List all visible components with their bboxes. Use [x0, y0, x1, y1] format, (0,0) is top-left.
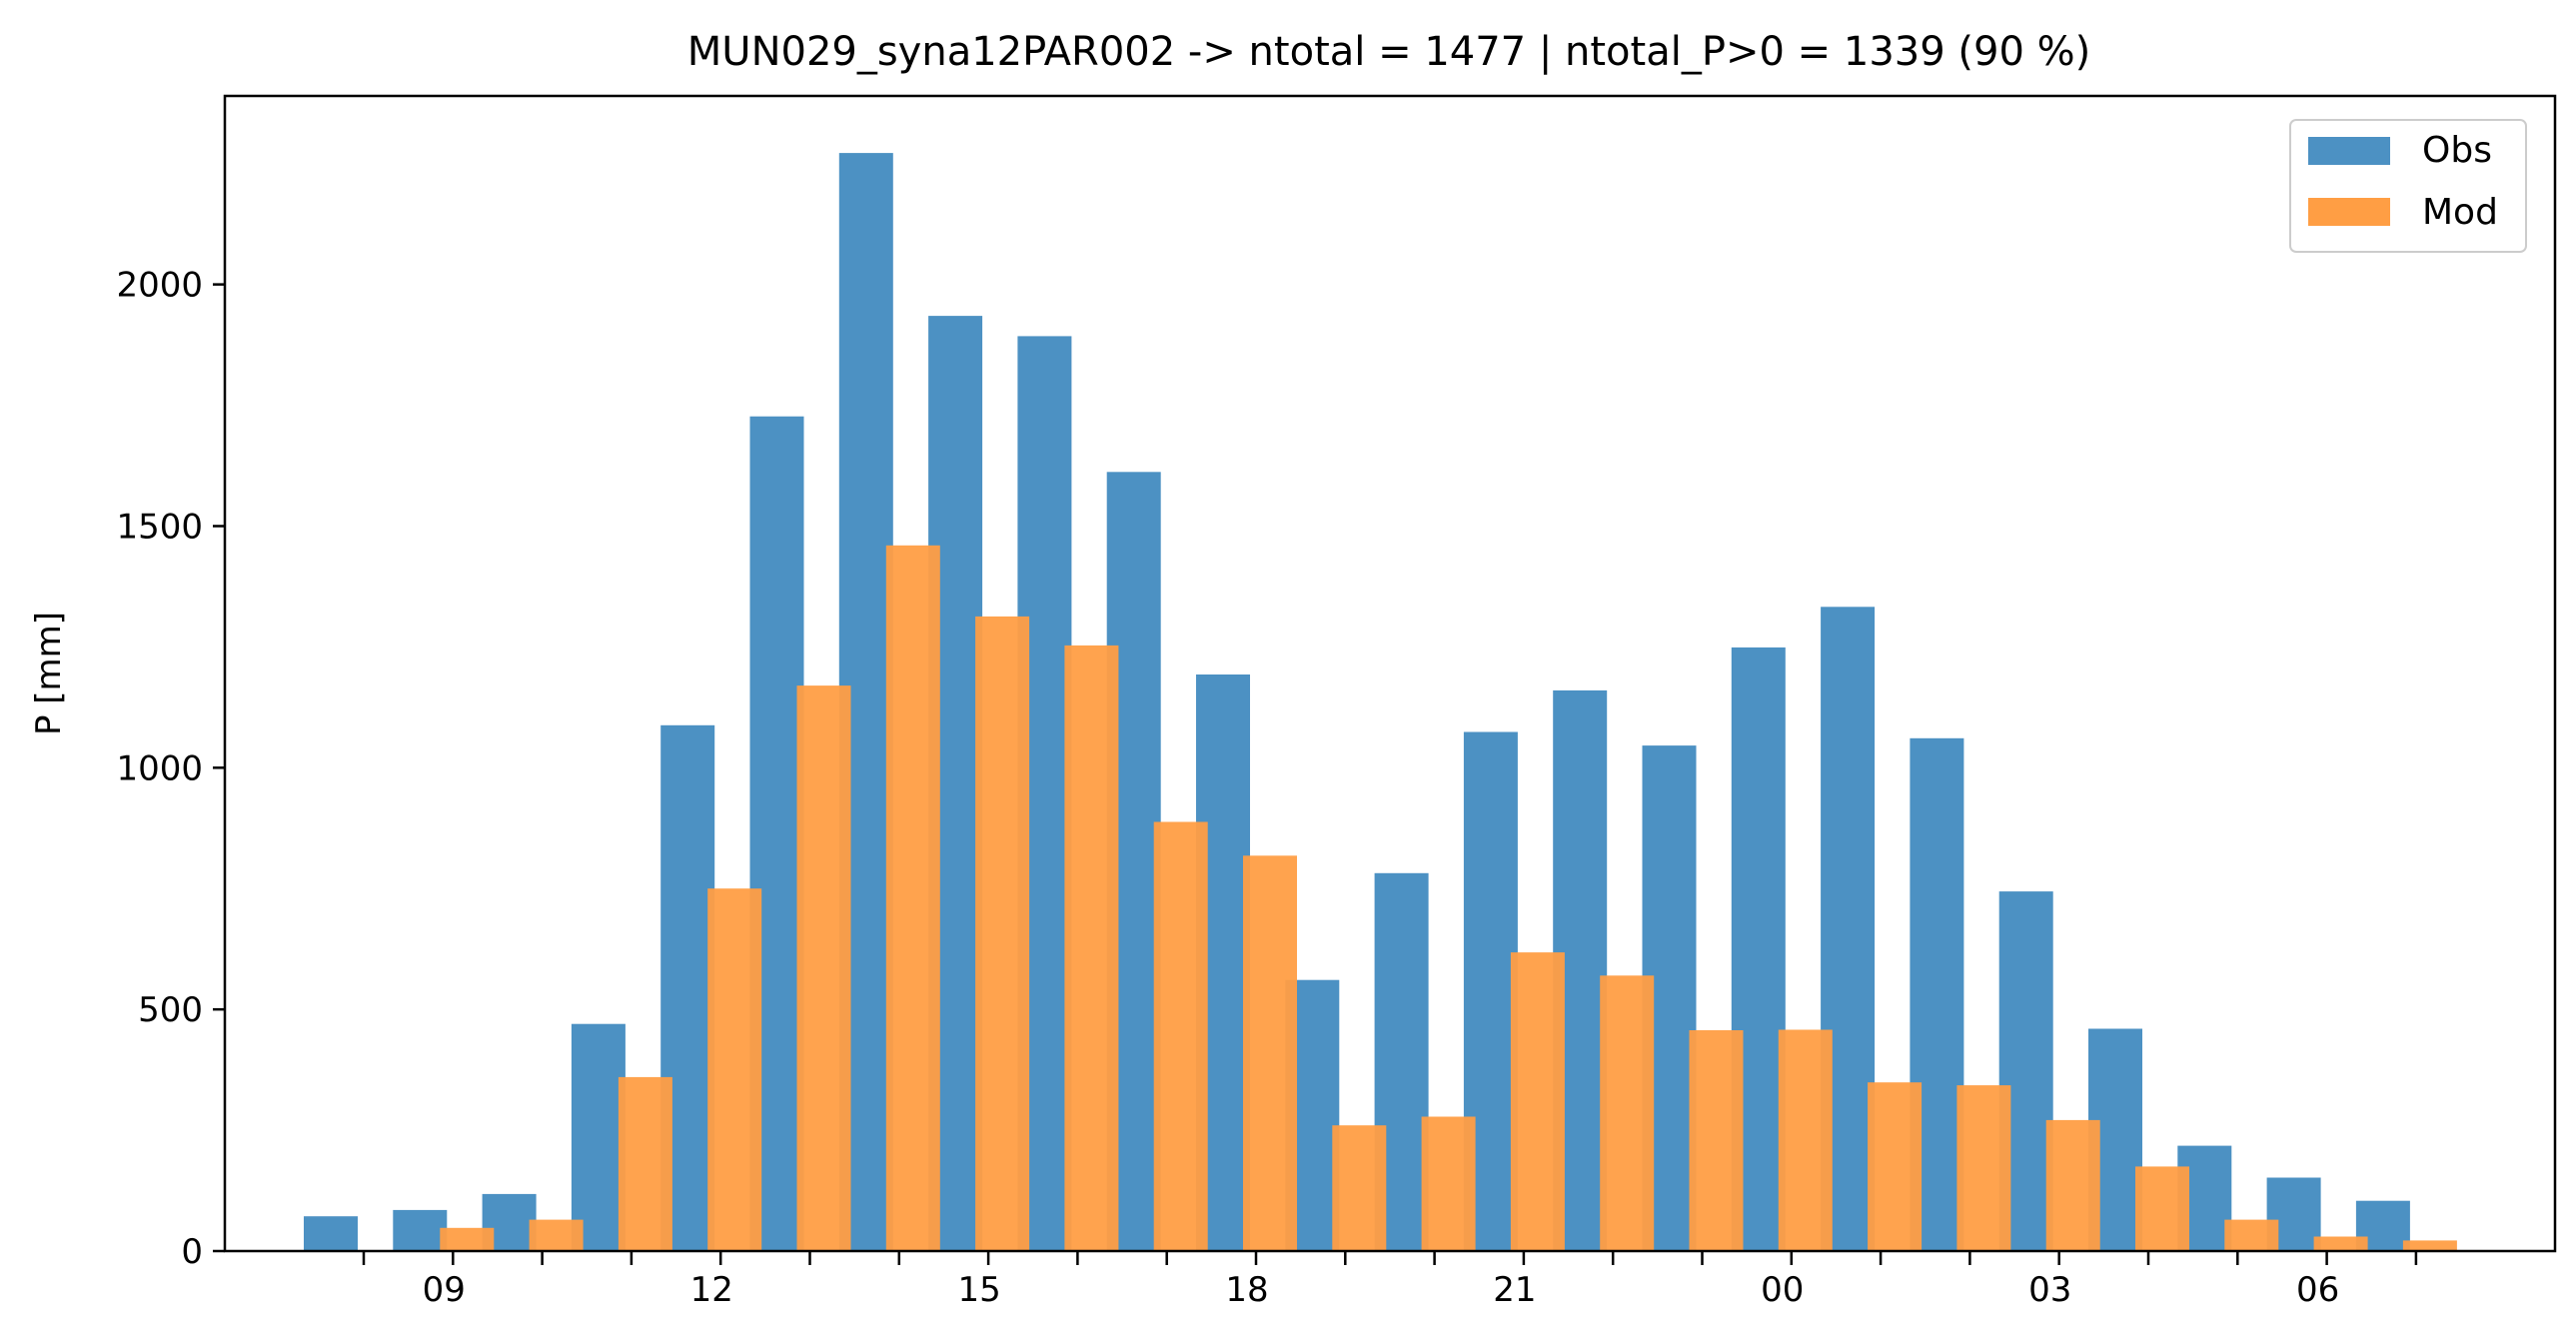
bar-mod-16 [1064, 645, 1119, 1251]
x-tick-label: 09 [423, 1270, 466, 1310]
bar-mod-21 [1510, 952, 1565, 1251]
bar-obs-11 [571, 1023, 626, 1251]
bar-mod-13 [796, 685, 851, 1251]
legend-label-mod: Mod [2422, 192, 2498, 233]
y-axis: 0 500 1000 1500 2000 [116, 266, 225, 1272]
y-tick-label: 0 [181, 1232, 203, 1272]
legend: Obs Mod [2289, 119, 2527, 253]
bar-mod-18 [1243, 855, 1297, 1251]
bar-mod-14 [885, 545, 940, 1251]
bar-mod-06 [2313, 1236, 2368, 1251]
x-tick-label: 03 [2028, 1270, 2071, 1310]
bar-mod-19 [1332, 1125, 1387, 1251]
bar-mod-07 [2402, 1240, 2457, 1251]
bar-mod-17 [1153, 821, 1208, 1251]
x-tick-label: 15 [957, 1270, 1000, 1310]
bar-mod-04 [2135, 1166, 2189, 1251]
y-tick-label: 500 [138, 990, 203, 1030]
y-tick-label: 1500 [116, 507, 203, 547]
bar-obs-09 [393, 1209, 448, 1251]
legend-swatch-obs [2308, 137, 2390, 165]
legend-label-obs: Obs [2422, 130, 2492, 171]
bar-mod-00 [1778, 1029, 1833, 1251]
legend-swatch-mod [2308, 198, 2390, 226]
bar-mod-10 [529, 1219, 584, 1251]
bar-mod-05 [2224, 1219, 2279, 1251]
y-axis-label: P [mm] [29, 612, 69, 735]
x-tick-label: 21 [1493, 1270, 1536, 1310]
bar-mod-22 [1600, 975, 1655, 1251]
bar-obs-08 [304, 1216, 358, 1251]
x-tick-label: 00 [1761, 1270, 1804, 1310]
bar-mod-03 [2045, 1119, 2100, 1251]
bar-mod-01 [1868, 1082, 1923, 1251]
bar-mod-23 [1689, 1030, 1744, 1251]
bar-mod-09 [440, 1227, 495, 1251]
x-axis: 09 12 15 18 21 00 03 06 [362, 1251, 2418, 1310]
y-tick-label: 1000 [116, 748, 203, 788]
plot-frame [223, 94, 2557, 1253]
mod-bars [440, 545, 2457, 1251]
bar-mod-20 [1421, 1116, 1476, 1251]
bar-mod-02 [1956, 1085, 2011, 1251]
bar-mod-12 [707, 888, 762, 1251]
x-tick-label: 06 [2296, 1270, 2339, 1310]
x-tick-label: 18 [1225, 1270, 1268, 1310]
chart-title: MUN029_syna12PAR002 -> ntotal = 1477 | n… [687, 29, 2090, 75]
bar-mod-15 [975, 616, 1030, 1251]
x-tick-label: 12 [690, 1270, 733, 1310]
bar-mod-11 [618, 1076, 672, 1251]
y-tick-label: 2000 [116, 266, 203, 306]
